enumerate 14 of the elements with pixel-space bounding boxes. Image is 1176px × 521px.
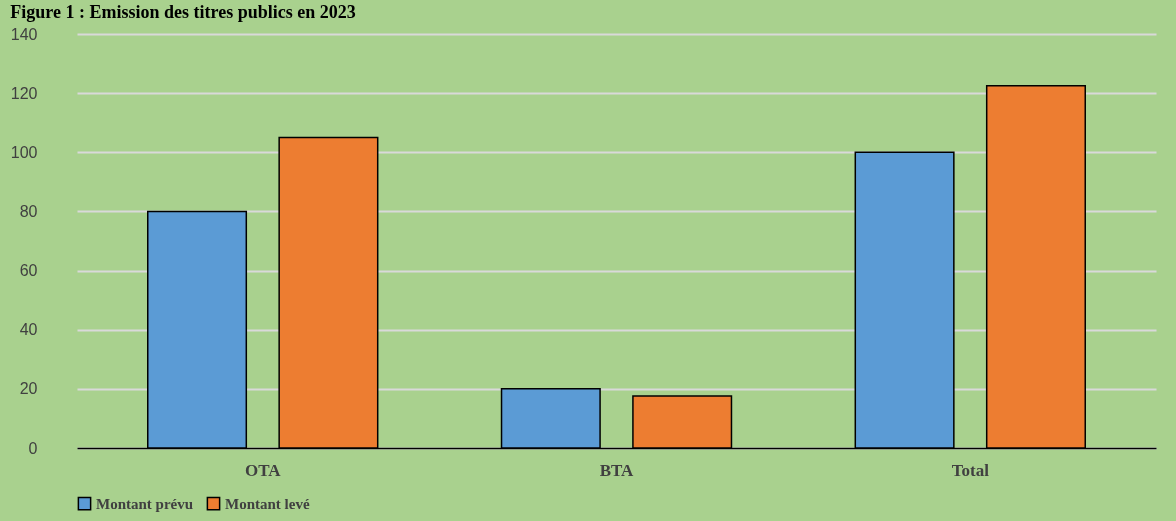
- x-tick-label: OTA: [244, 460, 282, 480]
- y-tick-label: 60: [19, 262, 38, 280]
- legend-label: Montant levé: [225, 495, 310, 512]
- y-tick-label: 120: [10, 84, 38, 102]
- y-tick-label: 100: [10, 143, 38, 161]
- chart-title: Figure 1 : Emission des titres publics en 2023: [10, 2, 356, 22]
- legend-label: Montant prévu: [96, 495, 194, 512]
- y-tick-label: 80: [19, 202, 38, 220]
- y-tick-label: 0: [28, 439, 38, 457]
- y-tick-label: 140: [10, 25, 38, 43]
- y-tick-label: 40: [19, 321, 38, 339]
- y-tick-label: 20: [19, 380, 38, 398]
- x-tick-label: BTA: [599, 460, 635, 480]
- x-tick-label: Total: [951, 460, 990, 480]
